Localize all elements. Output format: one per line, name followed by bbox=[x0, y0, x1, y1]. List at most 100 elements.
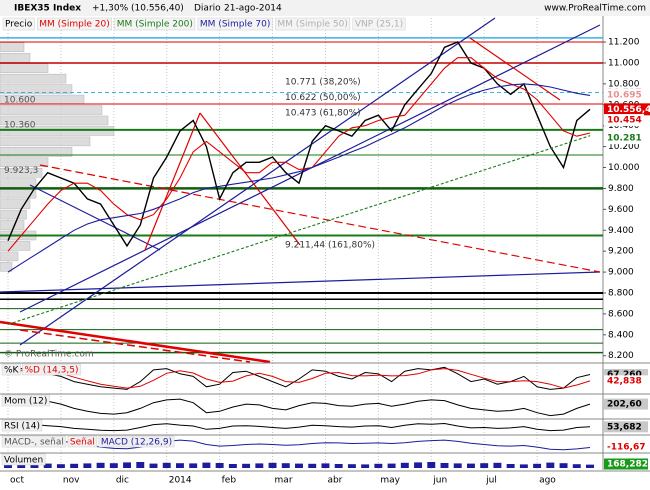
volume-bar bbox=[586, 464, 594, 468]
panel-legend-box bbox=[98, 435, 175, 448]
last-value-label: 202,60 bbox=[607, 400, 642, 410]
volume-bar bbox=[427, 462, 436, 468]
indicator-line bbox=[7, 439, 591, 451]
volume-bar bbox=[96, 462, 105, 468]
y-tick-label: 10.000 bbox=[608, 163, 640, 173]
price-label-box bbox=[604, 132, 644, 145]
volume-profile-bar bbox=[0, 42, 25, 53]
price-label-box bbox=[604, 103, 650, 116]
volume-bar bbox=[453, 463, 462, 468]
last-value-label: -116,67 bbox=[607, 443, 645, 453]
level-label: 10.600 bbox=[4, 95, 36, 105]
indicator-line bbox=[7, 422, 591, 432]
volume-bar bbox=[136, 462, 145, 468]
legend-box bbox=[2, 17, 35, 31]
legend-entry: Precio bbox=[5, 20, 33, 30]
volume-bar bbox=[149, 463, 158, 468]
volume-profile-bar bbox=[0, 241, 31, 251]
volume-profile-bar bbox=[0, 136, 91, 147]
last-value-box bbox=[604, 375, 648, 387]
volume-bar bbox=[400, 462, 409, 468]
volume-profile-bar bbox=[0, 157, 49, 168]
date: 21-ago-2014 bbox=[224, 4, 282, 14]
trendline bbox=[469, 37, 561, 101]
volume-bar bbox=[321, 463, 330, 468]
y-tick-label: 9.200 bbox=[608, 247, 634, 257]
x-tick-label: may bbox=[380, 476, 400, 486]
volume-bar bbox=[242, 463, 251, 468]
volume-bar bbox=[109, 463, 118, 468]
volume-profile-bar bbox=[0, 84, 73, 94]
y-tick-label: 10.200 bbox=[608, 142, 640, 152]
last-value-box bbox=[604, 441, 648, 453]
legend-entry: MM (Simple 50) bbox=[277, 20, 347, 30]
legend-box bbox=[114, 17, 196, 31]
x-tick-label: jul bbox=[485, 476, 497, 486]
trendline bbox=[144, 112, 201, 251]
volume-bar bbox=[546, 462, 555, 468]
trendlines bbox=[0, 17, 601, 364]
series-line bbox=[7, 83, 591, 273]
y-tick-label: 10.800 bbox=[608, 79, 640, 89]
price-label: 10.454 bbox=[607, 116, 642, 126]
legend-box bbox=[197, 17, 273, 31]
panel-legend: MACD (12,26,9) bbox=[101, 438, 172, 448]
panel-legend-box bbox=[1, 394, 50, 407]
volume-bar bbox=[202, 462, 211, 468]
trendline bbox=[19, 17, 496, 346]
volume-bar bbox=[466, 463, 475, 468]
panel-legend-box bbox=[1, 419, 43, 432]
y-tick-label: 9.800 bbox=[608, 184, 634, 194]
trendline bbox=[29, 184, 161, 251]
indicator-line bbox=[7, 368, 591, 389]
volume-bar bbox=[162, 462, 171, 468]
panel-legend-box bbox=[1, 453, 46, 466]
panel-legend-box bbox=[67, 435, 98, 448]
volume-bar bbox=[533, 463, 542, 468]
level-label: 10.360 bbox=[4, 120, 36, 130]
volume-bar bbox=[268, 462, 277, 468]
volume-bar bbox=[480, 463, 489, 468]
last-value-box bbox=[604, 421, 648, 433]
panel-legend-box bbox=[1, 363, 21, 376]
volume-bar bbox=[374, 463, 383, 468]
panel-legend: Señal bbox=[70, 438, 95, 448]
legend-entry: MM (Simple 20) bbox=[39, 20, 109, 30]
change: +1,30% (10.556,40) bbox=[92, 4, 184, 14]
volume-profile-bar bbox=[0, 199, 31, 209]
indicator-line bbox=[7, 398, 591, 417]
volume-bar bbox=[493, 462, 502, 468]
volume-bar bbox=[56, 464, 65, 468]
volume-bar bbox=[506, 464, 515, 468]
trendline bbox=[0, 320, 271, 364]
price-label: 10.556,40 bbox=[607, 105, 650, 115]
volume-profile-bar bbox=[0, 147, 73, 157]
trendline bbox=[19, 329, 251, 363]
fib-label: 10.622 (50,00%) bbox=[285, 93, 361, 103]
legend-entry: MM (Simple 70) bbox=[200, 20, 270, 30]
x-tick-label: dic bbox=[116, 476, 129, 486]
symbol: IBEX35 Index bbox=[14, 4, 81, 14]
volume-profile-bar bbox=[0, 167, 43, 178]
volume-profile-bar bbox=[0, 251, 19, 262]
volume-profile-bar bbox=[0, 126, 115, 136]
volume-bar bbox=[361, 464, 370, 468]
volume-bar bbox=[255, 463, 264, 468]
volume-profile-bar bbox=[0, 262, 13, 272]
y-tick-label: 11.200 bbox=[608, 38, 640, 48]
volume-bar bbox=[30, 464, 39, 468]
series-line bbox=[7, 57, 591, 252]
watermark: © ProRealTime.com bbox=[4, 350, 94, 360]
panel-legend: Mom (12) bbox=[4, 397, 47, 407]
volume-bar bbox=[572, 464, 581, 468]
panel-legend: %K bbox=[4, 366, 20, 376]
volume-bar bbox=[175, 463, 184, 468]
trendline bbox=[199, 112, 301, 246]
last-value-box bbox=[604, 458, 648, 470]
volume-profile-bar bbox=[0, 178, 37, 188]
trendline bbox=[39, 164, 601, 273]
last-value-box bbox=[604, 398, 648, 410]
price-label: 10.281 bbox=[607, 134, 642, 144]
volume-bar bbox=[519, 464, 528, 468]
volume-bar bbox=[281, 463, 290, 468]
